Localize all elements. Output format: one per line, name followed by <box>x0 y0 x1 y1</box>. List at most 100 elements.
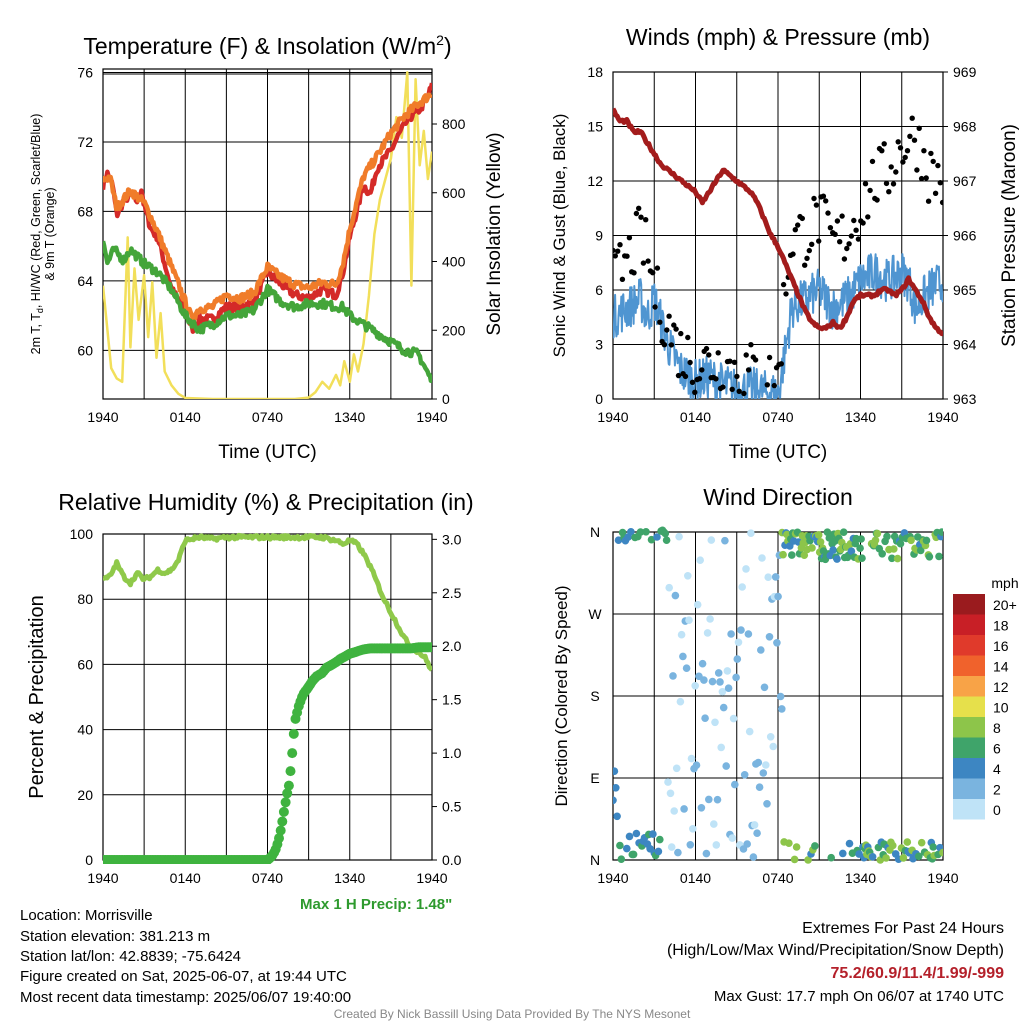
gust-point <box>673 326 679 332</box>
direction-point <box>691 682 699 690</box>
precip-point <box>282 788 293 799</box>
extremes-subtitle: (High/Low/Max Wind/Precipitation/Snow De… <box>666 942 1004 959</box>
gust-point <box>795 222 801 228</box>
direction-point <box>773 639 781 647</box>
y-left-label-text: Sonic Wind & Gust (Blue, Black) <box>550 114 569 358</box>
figure-created: Figure created on Sat, 2025-06-07, at 19… <box>20 968 347 985</box>
gust-point <box>916 125 922 131</box>
gust-point <box>636 205 642 211</box>
gust-point <box>935 162 941 169</box>
gust-point <box>696 376 703 382</box>
gust-point <box>851 217 857 224</box>
legend-label: 16 <box>993 638 1009 654</box>
x-axis-label: Time (UTC) <box>218 442 317 463</box>
gust-point <box>813 202 820 208</box>
y-tick-label: W <box>588 606 602 622</box>
gust-point <box>645 258 651 264</box>
direction-point <box>613 812 621 821</box>
legend-label: 12 <box>993 679 1009 695</box>
direction-point <box>868 853 877 861</box>
station-elevation: Station elevation: 381.213 m <box>20 928 211 945</box>
y-left-axis-label: Percent & Precipitation <box>26 595 48 798</box>
gust-point <box>907 133 913 139</box>
direction-point <box>759 769 768 777</box>
gust-point <box>764 382 770 388</box>
y-left-tick-label: 60 <box>77 342 93 358</box>
gust-point <box>685 334 691 341</box>
wind-speed-line <box>613 253 943 399</box>
direction-point <box>693 600 702 609</box>
direction-point <box>625 832 634 841</box>
direction-point <box>935 552 943 561</box>
direction-point <box>700 676 708 684</box>
legend-label: 4 <box>993 761 1001 777</box>
y-right-tick-label: 0 <box>442 391 450 407</box>
precip-point <box>287 748 298 759</box>
gust-point <box>699 367 705 373</box>
y-right-tick-label: 1.0 <box>442 745 462 761</box>
direction-point <box>774 592 782 601</box>
precip-point <box>283 780 294 791</box>
direction-point <box>662 536 671 544</box>
precip-point <box>425 642 432 653</box>
gust-point <box>799 215 805 222</box>
gust-point <box>844 245 850 252</box>
y-right-tick-label: 200 <box>442 322 466 338</box>
extremes-values: 75.2/60.9/11.4/1.99/-999 <box>830 965 1004 982</box>
direction-point <box>703 629 712 637</box>
gust-point <box>617 242 623 248</box>
x-tick-label: 1940 <box>927 409 958 425</box>
direction-point <box>873 529 882 538</box>
direction-point <box>823 528 832 536</box>
direction-point <box>671 591 680 600</box>
y-right-tick-label: 3.0 <box>442 531 462 547</box>
gust-point <box>640 260 647 266</box>
x-tick-label: 0740 <box>762 409 793 425</box>
y-right-tick-label: 968 <box>953 119 977 135</box>
gust-point <box>804 255 810 261</box>
direction-point <box>888 554 896 563</box>
gust-point <box>820 193 827 199</box>
gust-point <box>846 241 852 247</box>
chart-title: Relative Humidity (%) & Precipitation (i… <box>58 489 473 515</box>
direction-point <box>684 572 692 580</box>
direction-point <box>804 856 812 864</box>
y-left-axis-label: 2m T, Td, HI/WC (Red, Green, Scarlet/Blu… <box>29 114 57 355</box>
gust-point <box>783 291 789 297</box>
gust-point <box>848 233 855 239</box>
x-tick-label: 1940 <box>597 870 628 886</box>
direction-point <box>939 848 943 857</box>
gust-point <box>661 342 668 348</box>
direction-point <box>856 544 864 552</box>
y-right-label-text: Station Pressure (Maroon) <box>999 124 1020 347</box>
gust-point <box>778 361 784 367</box>
y-left-tick-label: 20 <box>77 787 93 803</box>
gust-point <box>909 115 915 121</box>
direction-point <box>689 825 697 833</box>
x-tick-label: 1340 <box>334 870 365 886</box>
y-tick-label: N <box>590 524 600 540</box>
pressure-line <box>613 107 943 337</box>
y-right-tick-label: 0.0 <box>442 852 462 868</box>
direction-point <box>697 804 706 812</box>
direction-point <box>915 852 923 861</box>
gust-point <box>827 225 834 231</box>
direction-point <box>742 565 750 573</box>
x-tick-label: 1340 <box>845 409 876 425</box>
y-right-tick-label: 600 <box>442 185 466 201</box>
gust-point <box>811 195 817 202</box>
y-right-tick-label: 965 <box>953 282 977 298</box>
direction-point <box>754 758 763 767</box>
wind-panel: Winds (mph) & Pressure (mb) 1940 0140 0740 1… <box>550 24 1020 463</box>
legend-label: 18 <box>993 618 1009 634</box>
x-axis-label: Time (UTC) <box>729 442 828 463</box>
y-right-tick-label: 966 <box>953 228 977 244</box>
gust-point <box>615 248 621 254</box>
direction-point <box>649 830 657 838</box>
gust-point <box>806 247 812 254</box>
precip-point <box>285 766 296 777</box>
direction-point <box>829 546 837 554</box>
direction-point <box>676 697 685 706</box>
direction-point <box>833 555 841 563</box>
direction-point <box>702 849 711 858</box>
